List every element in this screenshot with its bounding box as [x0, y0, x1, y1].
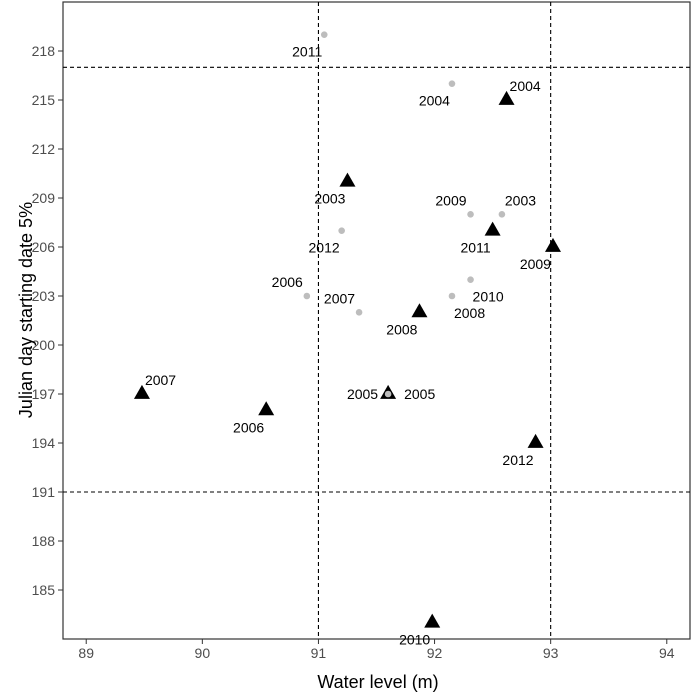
dot-point [448, 80, 456, 87]
point-label: 2011 [292, 44, 322, 60]
y-tick-label: 209 [32, 190, 56, 206]
point-label: 2009 [520, 256, 551, 272]
x-tick-label: 89 [78, 645, 94, 661]
point-label: 2006 [233, 419, 264, 435]
y-tick-label: 206 [32, 239, 56, 255]
dot-point [467, 276, 474, 283]
point-label: 2005 [347, 386, 378, 402]
point-label: 2006 [272, 274, 303, 290]
point-label: 2007 [324, 290, 355, 306]
x-tick-label: 93 [543, 645, 559, 661]
point-label: 2005 [404, 386, 435, 402]
triangle-point [258, 401, 275, 416]
x-tick-label: 94 [659, 645, 675, 661]
point-label: 2004 [419, 93, 450, 109]
triangle-point [411, 303, 428, 318]
dot-point [448, 292, 456, 300]
triangle-point [544, 237, 561, 252]
y-tick-label: 203 [32, 288, 56, 304]
plot-area: 89 90 91 92 93 94 185 188 191 194 197 200 203 206 209 2… [32, 1, 691, 661]
y-tick-label: 197 [32, 386, 56, 402]
plot-panel-border [62, 1, 691, 640]
y-tick-label: 185 [32, 582, 56, 598]
triangle-point [498, 90, 515, 105]
triangle-point [339, 172, 356, 187]
dot-point [355, 309, 363, 316]
dot-point [498, 211, 506, 218]
point-label: 2010 [473, 289, 504, 305]
point-label: 2003 [314, 191, 345, 207]
x-tick-label: 91 [311, 645, 327, 661]
point-label: 2012 [502, 452, 533, 468]
x-tick-label: 92 [427, 645, 443, 661]
point-label: 2008 [454, 305, 485, 321]
point-label: 2012 [309, 240, 340, 256]
y-tick-label: 188 [32, 533, 56, 549]
dot-point [384, 390, 392, 398]
point-label: 2008 [386, 321, 417, 337]
point-label: 2007 [145, 372, 176, 388]
y-tick-label: 200 [32, 337, 56, 353]
dot-point [338, 227, 345, 234]
y-tick-label: 194 [32, 435, 56, 451]
triangle-point [484, 221, 501, 236]
point-label: 2011 [461, 240, 491, 256]
triangle-point [424, 613, 441, 628]
y-tick-label: 212 [32, 141, 56, 157]
dot-point [320, 31, 328, 38]
dot-point [303, 292, 311, 300]
dot-point [467, 211, 474, 218]
y-tick-label: 218 [32, 43, 56, 59]
y-axis-title: Julian day starting date 5% [16, 202, 36, 418]
x-axis-title: Water level (m) [317, 672, 438, 692]
point-label: 2009 [435, 192, 466, 208]
y-tick-label: 191 [32, 484, 56, 500]
point-label: 2004 [510, 78, 541, 94]
triangle-point [133, 384, 150, 399]
point-label: 2003 [505, 192, 536, 208]
point-label: 2010 [399, 632, 430, 648]
x-tick-label: 90 [195, 645, 211, 661]
y-tick-label: 215 [32, 92, 56, 108]
triangle-point [527, 433, 544, 448]
